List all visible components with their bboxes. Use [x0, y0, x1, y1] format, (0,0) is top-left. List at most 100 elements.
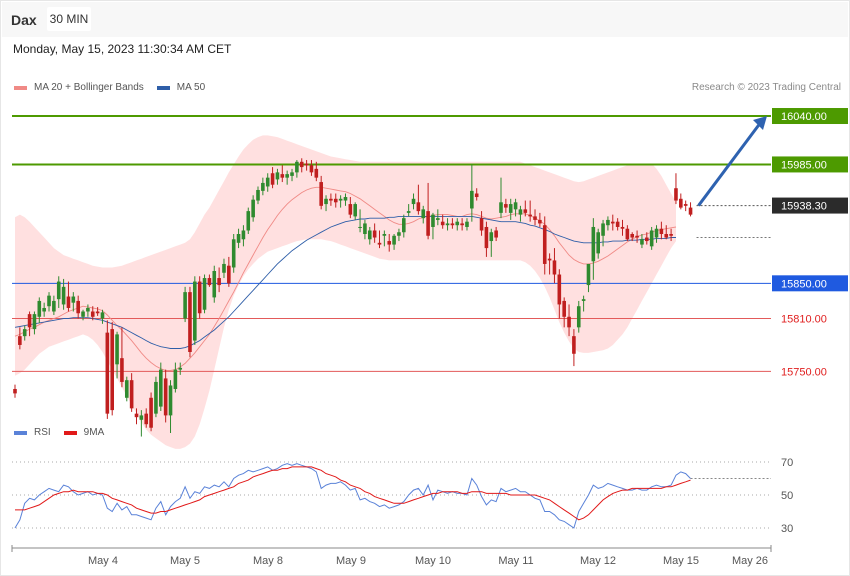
candle-body: [645, 237, 649, 242]
x-axis-label: May 9: [336, 555, 366, 567]
timeframe-selector[interactable]: 30 MIN: [47, 7, 91, 31]
ma50-swatch: [156, 85, 170, 90]
candle-body: [528, 214, 532, 217]
candle-body: [533, 216, 537, 220]
candle-body: [159, 369, 163, 407]
candle-body: [513, 202, 518, 210]
copyright-text: Research © 2023 Trading Central: [691, 82, 841, 93]
level-label-pivot: 15850.00: [781, 278, 827, 290]
candle-body: [591, 226, 596, 262]
x-axis-label: May 15: [663, 555, 699, 567]
x-axis-label: May 26: [732, 555, 768, 567]
ma50-legend-label: MA 50: [176, 82, 206, 93]
candle-body: [669, 234, 673, 236]
candle-body: [42, 307, 46, 312]
candle-body: [640, 239, 644, 245]
candle-body: [688, 207, 693, 215]
level-label-support: 15810.00: [781, 314, 827, 326]
candle-body: [421, 209, 426, 219]
candle-body: [455, 221, 460, 226]
candle-body: [173, 369, 178, 389]
candle-body: [217, 278, 221, 286]
candle-body: [168, 385, 173, 416]
candle-body: [295, 161, 299, 173]
candle-body: [193, 281, 197, 341]
candle-body: [47, 295, 51, 307]
candle-body: [353, 204, 357, 217]
ma20-swatch: [14, 85, 27, 90]
candle-body: [343, 197, 348, 201]
level-label-resistance: 16040.00: [781, 111, 827, 123]
level-label-resistance: 15985.00: [781, 159, 827, 171]
candle-body: [562, 300, 566, 317]
candle-body: [542, 225, 547, 264]
candle-body: [518, 209, 523, 215]
bollinger-band-area: [15, 135, 676, 449]
level-label-last: 15938.30: [781, 201, 827, 213]
x-axis-label: May 11: [498, 555, 533, 567]
candle-body: [265, 177, 270, 187]
candle-body: [445, 223, 450, 226]
candle-body: [460, 223, 464, 226]
candle-body: [256, 189, 260, 201]
candle-body: [494, 230, 498, 238]
candle-body: [557, 274, 562, 305]
candle-body: [27, 314, 32, 328]
candle-body: [348, 204, 353, 215]
x-axis-label: May 4: [88, 555, 118, 567]
candle-body: [144, 413, 149, 425]
candle-body: [86, 307, 90, 312]
candle-body: [120, 358, 124, 382]
level-tag-last: [772, 197, 848, 214]
candle-body: [76, 300, 80, 314]
x-axis-label: May 5: [170, 555, 200, 567]
target-arrow-head: [753, 116, 767, 131]
candle-body: [474, 193, 479, 198]
candle-body: [32, 314, 37, 330]
candle-body: [572, 336, 576, 354]
candle-body: [620, 226, 625, 229]
candle-body: [674, 188, 678, 201]
candle-body: [431, 214, 435, 227]
candle-body: [659, 228, 664, 235]
candle-body: [664, 234, 669, 238]
rsi-swatch: [14, 430, 27, 435]
candle-body: [188, 292, 192, 353]
candle-body: [523, 209, 528, 213]
candle-body: [683, 204, 688, 206]
candle-body: [275, 172, 280, 180]
candle-body: [470, 190, 474, 209]
rsi-ma-line: [15, 466, 691, 521]
candle-body: [149, 397, 153, 428]
x-axis-label: May 10: [415, 555, 451, 567]
candle-body: [22, 329, 27, 337]
header-bar: [2, 2, 848, 37]
candle-body: [95, 311, 100, 314]
rsi-legend-label: RSI: [34, 427, 51, 438]
candle-body: [397, 232, 401, 236]
candle-body: [567, 316, 571, 328]
candle-body: [333, 198, 338, 203]
candle-body: [290, 172, 294, 176]
candle-body: [387, 241, 392, 245]
candle-body: [197, 281, 202, 314]
rsi-tick-label: 30: [781, 523, 793, 535]
ma50-line: [14, 215, 676, 349]
candle-body: [552, 260, 557, 275]
candle-body: [163, 378, 168, 416]
candle-body: [382, 234, 387, 236]
candle-body: [372, 230, 377, 238]
candle-body: [440, 221, 445, 226]
candle-body: [465, 221, 469, 227]
target-arrow-shaft: [697, 121, 763, 207]
rsi-line: [14, 463, 691, 529]
level-label-support: 15750.00: [781, 366, 827, 378]
candle-body: [426, 211, 430, 236]
candle-body: [241, 230, 246, 240]
candle-body: [236, 234, 241, 243]
candle-body: [139, 415, 144, 420]
candle-body: [479, 218, 484, 231]
candle-body: [81, 311, 85, 317]
candle-body: [124, 380, 129, 398]
